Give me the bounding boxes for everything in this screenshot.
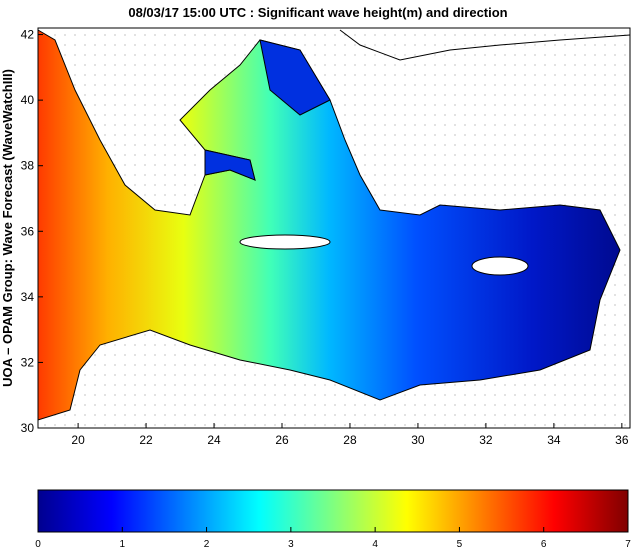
y-axis-label: UOA – OPAM Group: Wave Forecast (WaveWat… bbox=[0, 69, 15, 387]
y-tick-label: 40 bbox=[21, 93, 35, 107]
x-tick-label: 34 bbox=[547, 433, 561, 447]
colorbar-tick-label: 4 bbox=[372, 539, 378, 550]
x-tick-label: 32 bbox=[479, 433, 493, 447]
colorbar-tick-label: 6 bbox=[541, 539, 547, 550]
y-tick-label: 38 bbox=[21, 159, 35, 173]
y-tick-label: 42 bbox=[21, 28, 35, 42]
x-tick-label: 28 bbox=[343, 433, 357, 447]
crete bbox=[239, 234, 331, 250]
aegean-sea bbox=[204, 39, 331, 181]
map-frame bbox=[37, 27, 631, 429]
x-tick-label: 20 bbox=[71, 433, 85, 447]
colorbar bbox=[37, 489, 629, 533]
coastline bbox=[339, 29, 631, 61]
x-tick-label: 22 bbox=[139, 433, 153, 447]
x-tick-label: 30 bbox=[411, 433, 425, 447]
cyprus bbox=[471, 256, 529, 276]
x-tick-label: 26 bbox=[275, 433, 289, 447]
x-tick-label: 24 bbox=[207, 433, 221, 447]
colorbar-tick-label: 0 bbox=[35, 539, 41, 550]
y-tick-label: 30 bbox=[21, 421, 35, 435]
y-tick-label: 32 bbox=[21, 355, 35, 369]
y-tick-label: 34 bbox=[21, 290, 35, 304]
x-tick-label: 36 bbox=[615, 433, 629, 447]
colorbar-tick-label: 7 bbox=[625, 539, 631, 550]
title: 08/03/17 15:00 UTC : Significant wave he… bbox=[128, 5, 507, 20]
colorbar-tick-label: 1 bbox=[120, 539, 126, 550]
colorbar-tick-label: 5 bbox=[457, 539, 463, 550]
colorbar-tick-label: 3 bbox=[288, 539, 294, 550]
y-tick-label: 36 bbox=[21, 224, 35, 238]
colorbar-tick-label: 2 bbox=[204, 539, 210, 550]
